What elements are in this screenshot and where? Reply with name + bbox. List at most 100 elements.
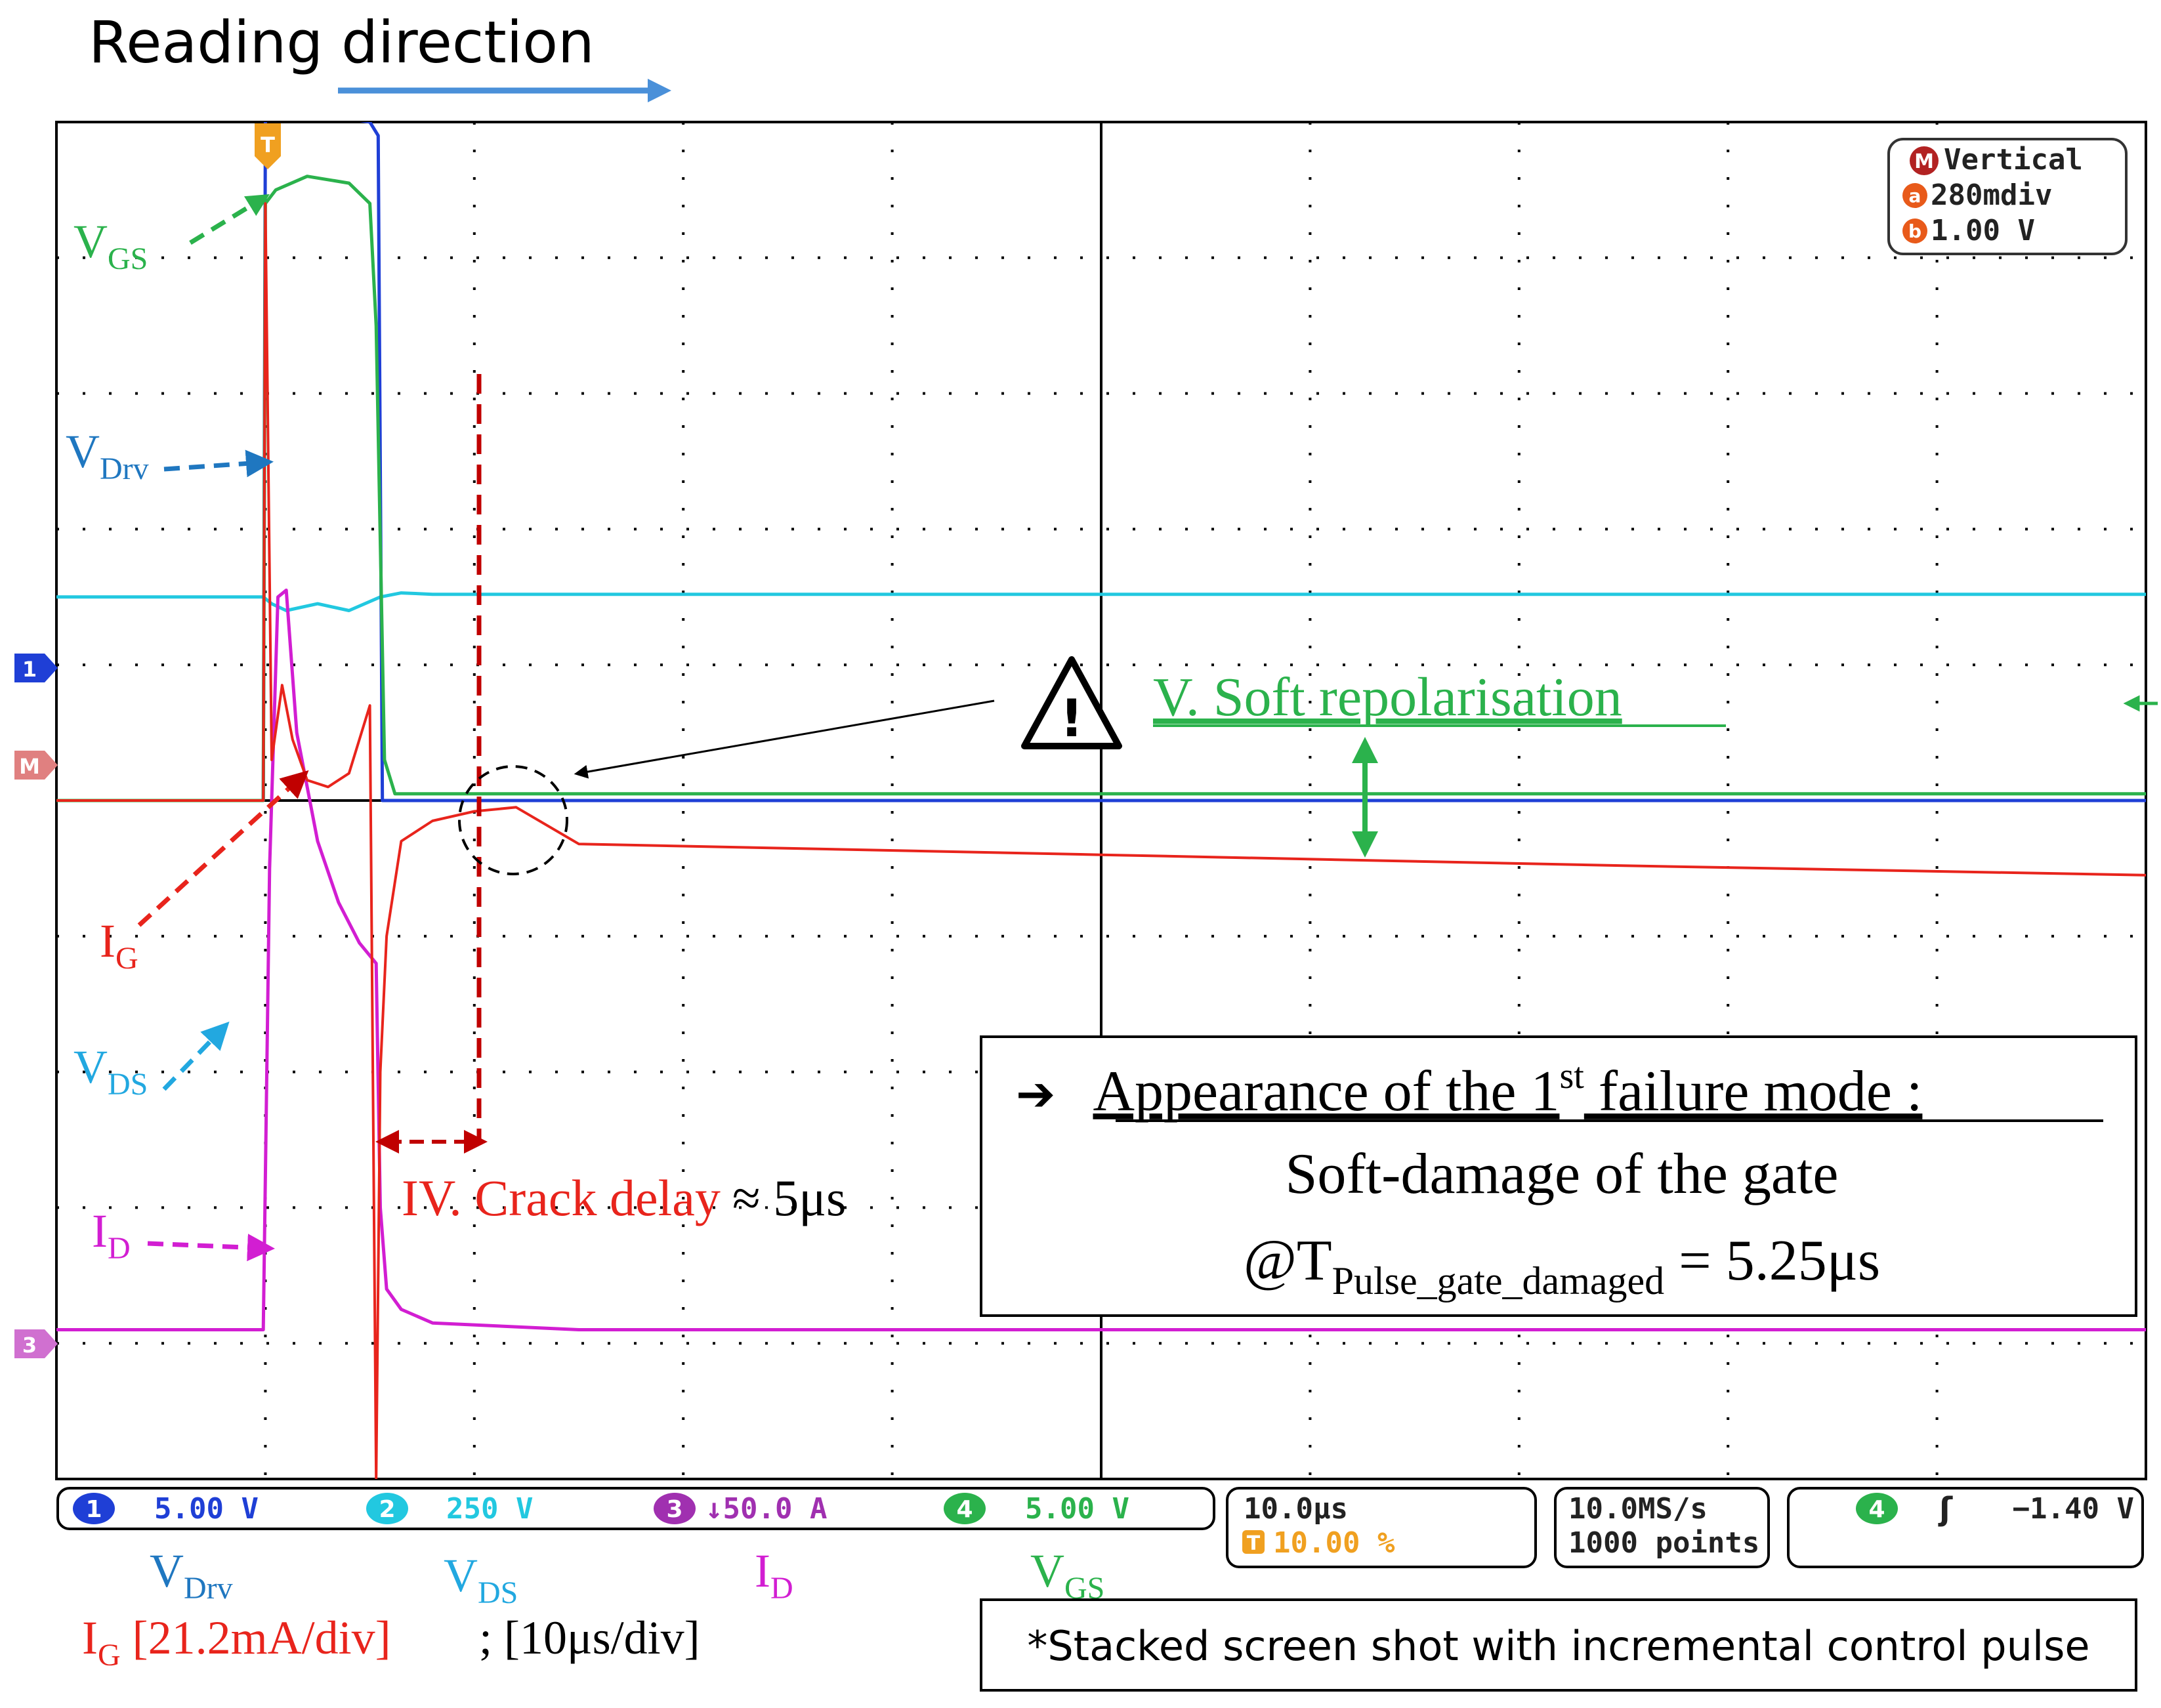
- legend-vdrv-main: V: [150, 1545, 184, 1597]
- sample-rate-value: 10.0MS/s: [1568, 1492, 1708, 1526]
- ch1-scale-value: 5.00 V: [154, 1492, 259, 1526]
- reading-direction-label: Reading direction: [89, 9, 595, 76]
- failure-mode-box: ➔ Appearance of the 1st failure mode : S…: [980, 1035, 2137, 1317]
- failure-line1-b: failure mode :: [1584, 1060, 1923, 1123]
- stacked-note-text: *Stacked screen shot with incremental co…: [1027, 1622, 2089, 1670]
- trace-id: [56, 589, 2146, 1331]
- ch2-scale: 2 250 V: [366, 1492, 533, 1526]
- svg-text:@TPulse_gate_damaged = 5.25μs: @TPulse_gate_damaged = 5.25μs: [1244, 1229, 1880, 1302]
- label-vdrv-main: V: [66, 425, 100, 478]
- label-id: ID: [92, 1205, 275, 1266]
- legend-id-main: I: [755, 1545, 770, 1597]
- vertical-badge-m: M: [1914, 150, 1934, 173]
- ch1-marker-label: 1: [22, 657, 37, 682]
- vertical-title: Vertical: [1944, 143, 2083, 177]
- failure-line3-sub: Pulse_gate_damaged: [1332, 1259, 1665, 1302]
- ch3-scale-number: 3: [666, 1496, 682, 1523]
- trigger-position-value: 10.00 %: [1273, 1526, 1395, 1560]
- timebase-value: 10.0μs: [1244, 1492, 1348, 1526]
- legend-time-scale: ; [10μs/div]: [479, 1612, 700, 1664]
- failure-line2: Soft-damage of the gate: [1285, 1142, 1838, 1206]
- failure-line1-sup: st: [1559, 1056, 1584, 1096]
- svg-text:VGS: VGS: [1030, 1545, 1104, 1606]
- repolarisation-pointer-arrow: [574, 699, 995, 779]
- label-vdrv: VDrv: [66, 425, 274, 486]
- vertical-row-a: 280mdiv: [1931, 178, 2052, 212]
- label-vgs-sub: GS: [108, 241, 148, 276]
- failure-line3-b: = 5.25μs: [1664, 1229, 1880, 1293]
- svg-text:IG [21.2mA/div]: IG [21.2mA/div]: [82, 1612, 391, 1673]
- svg-text:VDrv: VDrv: [66, 425, 149, 486]
- trigger-marker-label: T: [261, 133, 275, 157]
- ch4-scale: 4 5.00 V: [944, 1492, 1129, 1526]
- bottom-legend: VDrv VDS ID VGS IG [21.2mA/div] ; [10μs/…: [82, 1545, 1104, 1673]
- crack-delay-value: ≈ 5μs: [732, 1169, 846, 1226]
- soft-repolarisation-label: V. Soft repolarisation: [1153, 667, 1622, 728]
- svg-text:VGS: VGS: [73, 215, 148, 276]
- warning-icon: !: [1021, 656, 1122, 749]
- legend-ig-sub: G: [98, 1638, 121, 1673]
- ch4-scale-value: 5.00 V: [1025, 1492, 1129, 1526]
- math-marker-label: M: [19, 754, 40, 779]
- trigger-position-badge: T: [1247, 1532, 1261, 1555]
- legend-vds-main: V: [444, 1549, 478, 1602]
- vertical-badge-a: a: [1909, 185, 1921, 207]
- failure-arrow: ➔: [1016, 1066, 1055, 1121]
- timebase-readout: 10.0μs T 10.00 %: [1226, 1487, 1537, 1568]
- label-vds: VDS: [73, 1021, 230, 1102]
- legend-ig-main: I: [82, 1612, 98, 1664]
- ch4-scale-number: 4: [956, 1496, 973, 1523]
- legend-vgs-main: V: [1030, 1545, 1064, 1597]
- svg-text:VDS: VDS: [73, 1041, 148, 1102]
- ch3-ground-marker: 3: [14, 1329, 58, 1358]
- svg-text:ID: ID: [755, 1545, 793, 1606]
- failure-line1-a: Appearance of the 1: [1093, 1060, 1559, 1123]
- channel-scale-panel: [56, 1487, 1215, 1530]
- label-ig: IG: [100, 770, 309, 976]
- label-vgs: VGS: [73, 194, 270, 276]
- failure-line3-a: @T: [1244, 1229, 1332, 1293]
- trace-ig: [56, 202, 2146, 1479]
- ch1-scale: 1 5.00 V: [73, 1492, 259, 1526]
- label-id-main: I: [92, 1205, 108, 1257]
- status-bar: 1 5.00 V 2 250 V 3 ↓50.0 A 4 5.00 V 10.0…: [56, 1487, 2144, 1568]
- label-vds-main: V: [73, 1041, 108, 1093]
- crack-delay-text: IV. Crack delay ≈ 5μs: [402, 1169, 846, 1226]
- trigger-channel-number: 4: [1868, 1496, 1885, 1523]
- svg-text:VDrv: VDrv: [150, 1545, 233, 1606]
- ch2-scale-value: 250 V: [446, 1492, 533, 1526]
- legend-vdrv-sub: Drv: [184, 1571, 233, 1606]
- label-id-sub: D: [108, 1231, 131, 1266]
- math-marker: M: [14, 751, 58, 780]
- svg-text:➔ Appearance of the 1st: ➔ Appearance of the 1st failure mode :: [1016, 1056, 1922, 1123]
- label-ig-sub: G: [115, 941, 138, 976]
- legend-id-sub: D: [770, 1571, 793, 1606]
- label-vdrv-sub: Drv: [100, 451, 149, 486]
- vertical-badge-b: b: [1908, 220, 1921, 242]
- legend-ig-scale: [21.2mA/div]: [121, 1612, 391, 1664]
- label-vgs-main: V: [73, 215, 108, 268]
- acquisition-readout: 10.0MS/s 1000 points: [1554, 1487, 1770, 1568]
- vertical-row-b: 1.00 V: [1931, 214, 2035, 247]
- warning-icon-glyph: !: [1060, 690, 1083, 749]
- stacked-note-box: *Stacked screen shot with incremental co…: [980, 1598, 2137, 1692]
- trigger-readout: 4 ʃ −1.40 V: [1787, 1487, 2144, 1568]
- ch1-ground-marker: 1: [14, 654, 58, 682]
- ch1-scale-number: 1: [85, 1496, 102, 1523]
- ch3-scale: 3 ↓50.0 A: [654, 1492, 827, 1526]
- trigger-slope-icon: ʃ: [1938, 1491, 1953, 1528]
- record-length-value: 1000 points: [1568, 1526, 1759, 1560]
- crack-delay-label: IV. Crack delay: [402, 1169, 721, 1226]
- svg-text:VDS: VDS: [444, 1549, 518, 1610]
- trigger-level-value: −1.40 V: [2013, 1492, 2134, 1526]
- svg-text:IG: IG: [100, 915, 138, 976]
- label-ig-main: I: [100, 915, 115, 967]
- ch3-marker-label: 3: [22, 1333, 37, 1358]
- repolarisation-highlight-circle: [458, 765, 568, 875]
- vertical-readout-box: M Vertical a 280mdiv b 1.00 V: [1887, 138, 2128, 255]
- legend-vds-sub: DS: [478, 1575, 518, 1610]
- ch3-scale-value: ↓50.0 A: [705, 1492, 827, 1526]
- ch2-scale-number: 2: [379, 1496, 395, 1523]
- label-vds-sub: DS: [108, 1067, 148, 1102]
